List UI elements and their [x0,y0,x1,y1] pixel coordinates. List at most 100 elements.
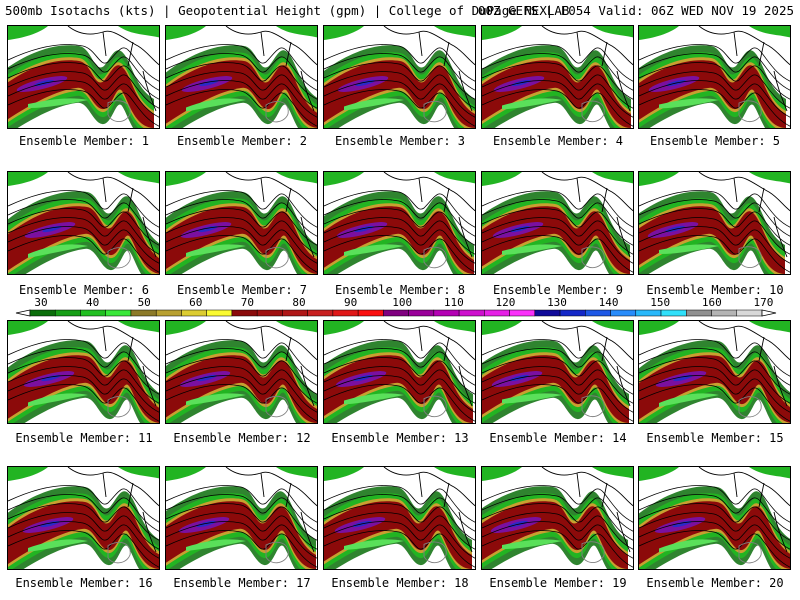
ensemble-map-panel [7,25,160,129]
northern-wind-shading [482,26,633,40]
height-contour [166,80,317,118]
ensemble-member-label: Ensemble Member: 4 [492,134,624,148]
height-contour [482,521,633,559]
colorbar-segment [635,309,662,317]
isotach-map [482,467,633,569]
height-contour [482,226,633,264]
northern-wind-shading [482,467,633,481]
ensemble-map-panel [481,171,634,275]
height-contour [639,339,790,377]
height-contour [166,348,317,386]
height-contour [639,357,790,395]
subtropical-wind-shading [186,539,246,551]
height-contour [8,521,159,559]
coastline [67,172,159,258]
colorbar-segment [181,309,207,317]
subtropical-wind-shading [659,98,719,109]
ensemble-map-panel [165,171,318,275]
colorbar-segment [736,309,763,317]
colorbar-segment [130,309,157,317]
height-contour [639,208,790,246]
colorbar-segment [408,309,435,317]
northern-wind-shading [8,26,159,40]
isotach-90kt-shading [482,355,629,423]
ensemble-member-label: Ensemble Member: 19 [489,576,627,590]
subtropical-wind-shading [659,244,719,254]
colorbar-segment [660,309,687,317]
height-contour [639,71,790,109]
landmass-outline [423,541,447,564]
colorbar-tick-label: 140 [599,296,619,309]
height-contour [639,44,790,82]
colorbar-tick-label: 120 [495,296,515,309]
landmass-outline [265,395,289,418]
northern-wind-shading [8,321,159,335]
isotach-90kt-shading [166,355,317,423]
colorbar-segment [484,309,510,317]
landmass-outline [107,247,131,269]
isotach-90kt-shading [8,60,154,128]
landmass-outline [738,246,762,269]
height-contour [8,357,159,395]
northern-wind-shading [324,172,475,186]
height-contour [482,494,633,532]
ensemble-member-label: Ensemble Member: 11 [15,431,153,445]
isotach-map [166,321,317,423]
northern-wind-shading [324,321,475,335]
colorbar-tick-label: 40 [86,296,99,309]
coastline [67,26,159,112]
isotach-map [482,172,633,274]
colorbar-tick-label: 70 [241,296,254,309]
height-contour [639,348,790,386]
landmass-outline [265,101,289,123]
ensemble-member-label: Ensemble Member: 20 [646,576,784,590]
height-contour [8,485,159,523]
isotach-90kt-shading [639,206,785,274]
height-contour [166,62,317,100]
height-contour [324,226,475,264]
ensemble-member-label: Ensemble Member: 13 [331,431,469,445]
height-contour [482,503,633,541]
height-contour [324,44,475,82]
height-contour [324,190,475,228]
coastline [67,467,159,553]
landmass-outline [107,542,131,564]
ensemble-map-panel [165,466,318,570]
isotach-map [482,26,633,128]
height-contour [482,62,633,100]
height-contour [324,512,475,550]
height-contour [166,226,317,264]
northern-wind-shading [639,467,790,481]
height-contour [166,53,317,91]
isotach-map [166,172,317,274]
isotach-90kt-shading [639,501,790,569]
landmass-outline [738,100,762,123]
colorbar-segment [231,309,258,317]
colorbar-tick-label: 110 [444,296,464,309]
ensemble-member-label: Ensemble Member: 15 [646,431,784,445]
height-contour [8,62,159,100]
height-contour [8,190,159,228]
colorbar-segment [433,309,460,317]
coastline [698,26,790,112]
northern-wind-shading [639,26,790,40]
isotach-map [324,172,475,274]
colorbar-segment [534,309,561,317]
colorbar-segment [54,309,81,317]
coastline [225,321,317,407]
subtropical-wind-shading [28,539,88,552]
isotach-90kt-shading [166,60,317,128]
height-contour [324,199,475,237]
landmass-outline [423,100,447,123]
colorbar-segment [383,309,409,317]
height-contour [639,80,790,118]
isotach-90kt-shading [8,501,159,569]
coastline [383,26,475,112]
colorbar-segment [711,309,738,317]
colorbar-segment [206,309,233,317]
height-contour [324,348,475,386]
ensemble-map-panel [7,320,160,424]
ensemble-map-panel [638,25,791,129]
colorbar-right-arrow [761,309,777,317]
coastline [541,321,633,407]
